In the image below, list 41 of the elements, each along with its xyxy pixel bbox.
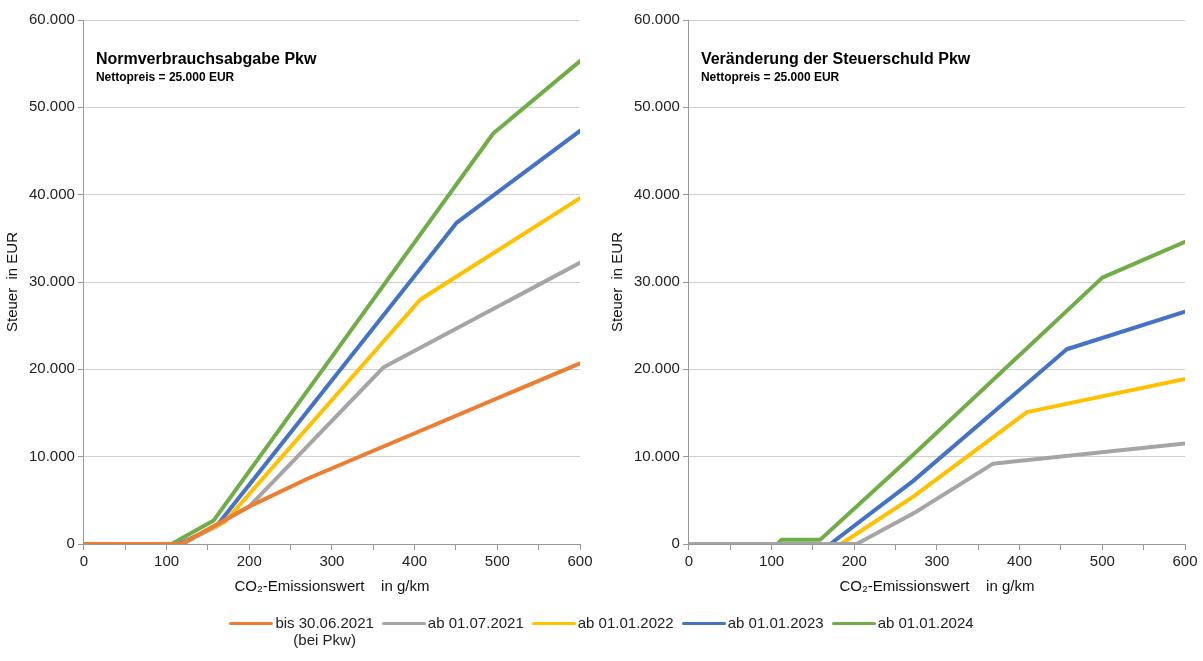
- y-tick-label: 50.000: [28, 97, 75, 115]
- y-axis-title: Steuer in EUR: [608, 231, 626, 333]
- y-tick-label: 20.000: [28, 359, 75, 377]
- x-tick-label: 500: [484, 552, 510, 570]
- x-tick-label: 500: [1089, 552, 1115, 570]
- y-tick-label: 30.000: [633, 272, 680, 290]
- y-tick-label: 40.000: [633, 184, 680, 202]
- y-tick-label: 50.000: [633, 97, 680, 115]
- legend-label: ab 01.01.2023: [727, 614, 824, 631]
- x-tick-label: 0: [684, 552, 694, 570]
- y-tick-label: 0: [66, 534, 75, 552]
- legend-label: ab 01.01.2024: [877, 614, 974, 631]
- x-tick-label: 200: [841, 552, 867, 570]
- y-tick-label: 30.000: [28, 272, 75, 290]
- x-tick-label: 600: [567, 552, 593, 570]
- x-axis-title: CO₂-Emissionswert in g/km: [234, 577, 430, 595]
- y-tick-label: 10.000: [28, 446, 75, 464]
- y-tick-label: 40.000: [28, 184, 75, 202]
- legend-label: bis 30.06.2021 (bei Pkw): [275, 614, 374, 648]
- legend-label: ab 01.01.2022: [577, 614, 674, 631]
- x-tick-label: 0: [79, 552, 89, 570]
- text: Nettopreis = 25.000 EUR: [95, 70, 236, 84]
- text: Nettopreis = 25.000 EUR: [700, 70, 841, 84]
- y-tick-label: 60.000: [28, 10, 75, 28]
- y-axis-title: Steuer in EUR: [3, 231, 21, 333]
- x-tick-label: 100: [759, 552, 785, 570]
- y-tick-label: 0: [671, 534, 680, 552]
- y-tick-label: 10.000: [633, 446, 680, 464]
- legend-label: ab 01.07.2021: [427, 614, 524, 631]
- x-tick-label: 100: [154, 552, 180, 570]
- x-tick-label: 300: [924, 552, 950, 570]
- text: Veränderung der Steuerschuld Pkw: [700, 50, 971, 68]
- x-tick-label: 300: [319, 552, 345, 570]
- x-tick-label: 600: [1172, 552, 1198, 570]
- x-tick-label: 400: [402, 552, 428, 570]
- x-tick-label: 200: [236, 552, 262, 570]
- x-tick-label: 400: [1007, 552, 1033, 570]
- x-axis-title: CO₂-Emissionswert in g/km: [839, 577, 1035, 595]
- y-tick-label: 60.000: [633, 10, 680, 28]
- y-tick-label: 20.000: [633, 359, 680, 377]
- text: Normverbrauchsabgabe Pkw: [95, 50, 317, 68]
